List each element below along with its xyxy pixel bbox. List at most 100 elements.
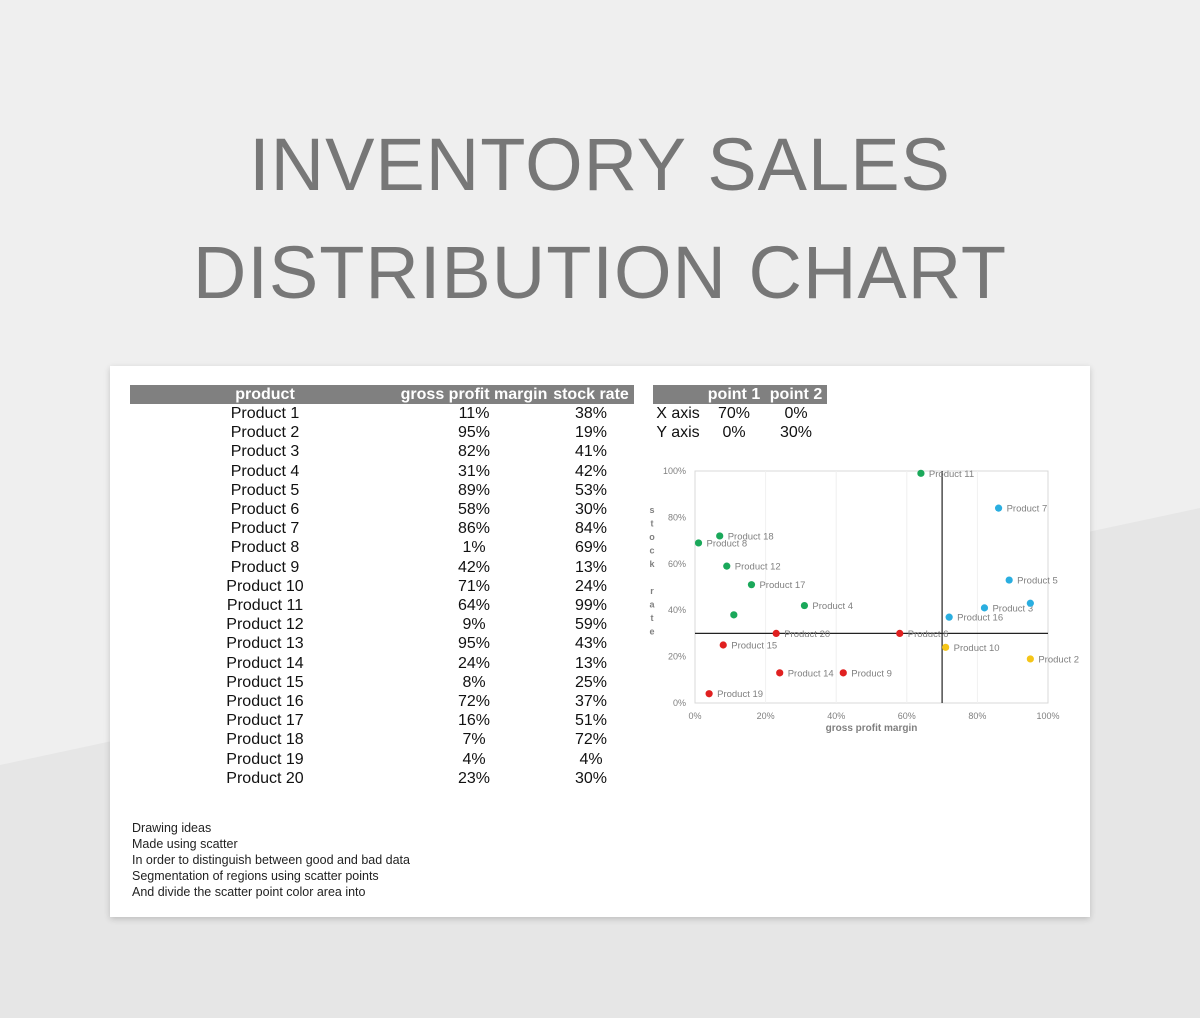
point-label: Product 5 [1017, 576, 1058, 587]
x-tick-label: 60% [898, 711, 916, 721]
gross-profit-margin-cell: 42% [457, 558, 491, 576]
stock-rate-cell: 24% [574, 577, 608, 595]
gross-profit-margin-cell: 9% [462, 616, 486, 634]
gross-profit-margin-cell: 7% [462, 731, 486, 749]
scatter-point [980, 604, 989, 612]
scatter-point [716, 532, 724, 540]
point-label: Product 18 [728, 531, 774, 542]
stock-rate-cell: 13% [574, 558, 608, 576]
gross-profit-margin-cell: 4% [462, 750, 486, 768]
point-label: Product 11 [929, 469, 974, 480]
gross-profit-margin-cell: 23% [457, 769, 491, 787]
note-line: And divide the scatter point color area … [132, 885, 366, 899]
axis-label-cell: Y axis [656, 424, 700, 442]
stock-rate-cell: 19% [574, 424, 608, 442]
note-line: Made using scatter [132, 837, 238, 851]
scatter-point [719, 641, 727, 649]
table-row: Product 16 72% 37% [130, 692, 634, 711]
product-cell: Product 18 [226, 731, 304, 749]
product-cell: Product 16 [226, 693, 304, 711]
gross-profit-margin-cell: 8% [462, 673, 486, 691]
point-label: Product 9 [851, 668, 892, 679]
table-row: Product 7 86% 84% [130, 519, 634, 538]
stock-rate-cell: 13% [574, 654, 608, 672]
table-row: Product 15 8% 25% [130, 673, 634, 692]
point-label: Product 12 [735, 562, 781, 573]
gross-profit-margin-cell: 31% [457, 462, 491, 480]
note-line: In order to distinguish between good and… [132, 853, 410, 867]
column-header-product: product [130, 385, 400, 404]
point-label: Product 17 [759, 580, 805, 591]
point-label: Product 10 [954, 643, 1000, 654]
column-header-stock-rate: stock rate [548, 385, 634, 404]
scatter-point [705, 690, 713, 698]
point-label: Product 8 [707, 538, 748, 549]
product-table: product gross profit margin stock rate P… [130, 385, 634, 788]
points-table-body: X axis 70% 0% Y axis 0% 30% [653, 404, 827, 442]
y-tick-label: 0% [673, 698, 686, 708]
scatter-point [730, 611, 738, 619]
scatter-point [776, 669, 784, 677]
table-row: Product 9 42% 13% [130, 558, 634, 577]
point-label: Product 2 [1038, 654, 1079, 665]
stock-rate-cell: 38% [574, 405, 608, 422]
y-tick-label: 40% [668, 605, 686, 615]
stock-rate-cell: 53% [574, 481, 608, 499]
product-cell: Product 10 [226, 577, 304, 595]
gross-profit-margin-cell: 82% [457, 443, 491, 461]
product-cell: Product 17 [226, 712, 304, 730]
point-label: Product 4 [812, 601, 853, 612]
point-label: Product 14 [788, 668, 834, 679]
gross-profit-margin-cell: 58% [457, 501, 491, 519]
product-cell: Product 6 [230, 501, 300, 519]
point-value-cell: 30% [779, 424, 813, 442]
notes-block: Drawing ideas Made using scatter In order … [132, 820, 410, 900]
scatter-chart: 0% 20% 40% 60% 80% 100% 0% 20% 40% 60% 80% 100% gros… [649, 466, 1079, 734]
stock-rate-cell: 51% [574, 712, 608, 730]
table-row: Product 13 95% 43% [130, 634, 634, 653]
gross-profit-margin-cell: 1% [462, 539, 486, 557]
point-label: Product 6 [908, 629, 949, 640]
gross-profit-margin-cell: 24% [457, 654, 491, 672]
product-cell: Product 8 [230, 539, 300, 557]
product-cell: Product 11 [226, 597, 304, 615]
page-title-line-1: INVENTORY SALES [249, 123, 951, 206]
stock-rate-cell: 25% [574, 673, 608, 691]
stock-rate-cell: 4% [579, 750, 603, 768]
gross-profit-margin-cell: 11% [458, 405, 490, 422]
product-cell: Product 1 [230, 405, 300, 422]
x-tick-label: 0% [688, 711, 701, 721]
stock-rate-cell: 30% [574, 769, 608, 787]
points-header-blank [653, 385, 703, 404]
point-label: Product 15 [731, 641, 777, 652]
scatter-point [723, 562, 731, 570]
y-tick-label: 60% [668, 559, 686, 569]
scatter-point [694, 539, 703, 547]
scatter-point [945, 613, 953, 621]
y-tick-label: 20% [668, 652, 686, 662]
table-row: Product 2 95% 19% [130, 423, 634, 442]
point-value-cell: 0% [722, 424, 746, 442]
x-tick-label: 100% [1036, 711, 1059, 721]
table-row: Product 1 11% 38% [130, 404, 634, 423]
x-tick-label: 20% [757, 711, 775, 721]
axis-label-cell: X axis [656, 405, 700, 422]
gross-profit-margin-cell: 72% [457, 693, 491, 711]
gross-profit-margin-cell: 89% [457, 481, 491, 499]
scatter-point [994, 504, 1003, 512]
stock-rate-cell: 42% [574, 462, 608, 480]
product-cell: Product 15 [226, 673, 304, 691]
point-label: Product 7 [1007, 504, 1048, 515]
gross-profit-margin-cell: 95% [457, 635, 491, 653]
x-tick-label: 80% [968, 711, 986, 721]
gross-profit-margin-cell: 64% [457, 597, 491, 615]
points-row: Y axis 0% 30% [653, 423, 827, 442]
table-row: Product 18 7% 72% [130, 730, 634, 749]
table-row: Product 12 9% 59% [130, 615, 634, 634]
stock-rate-cell: 59% [574, 616, 608, 634]
y-tick-label: 80% [668, 512, 686, 522]
x-tick-label: 40% [827, 711, 845, 721]
points-row: X axis 70% 0% [653, 404, 827, 423]
table-row: Product 11 64% 99% [130, 596, 634, 615]
product-cell: Product 14 [226, 654, 304, 672]
